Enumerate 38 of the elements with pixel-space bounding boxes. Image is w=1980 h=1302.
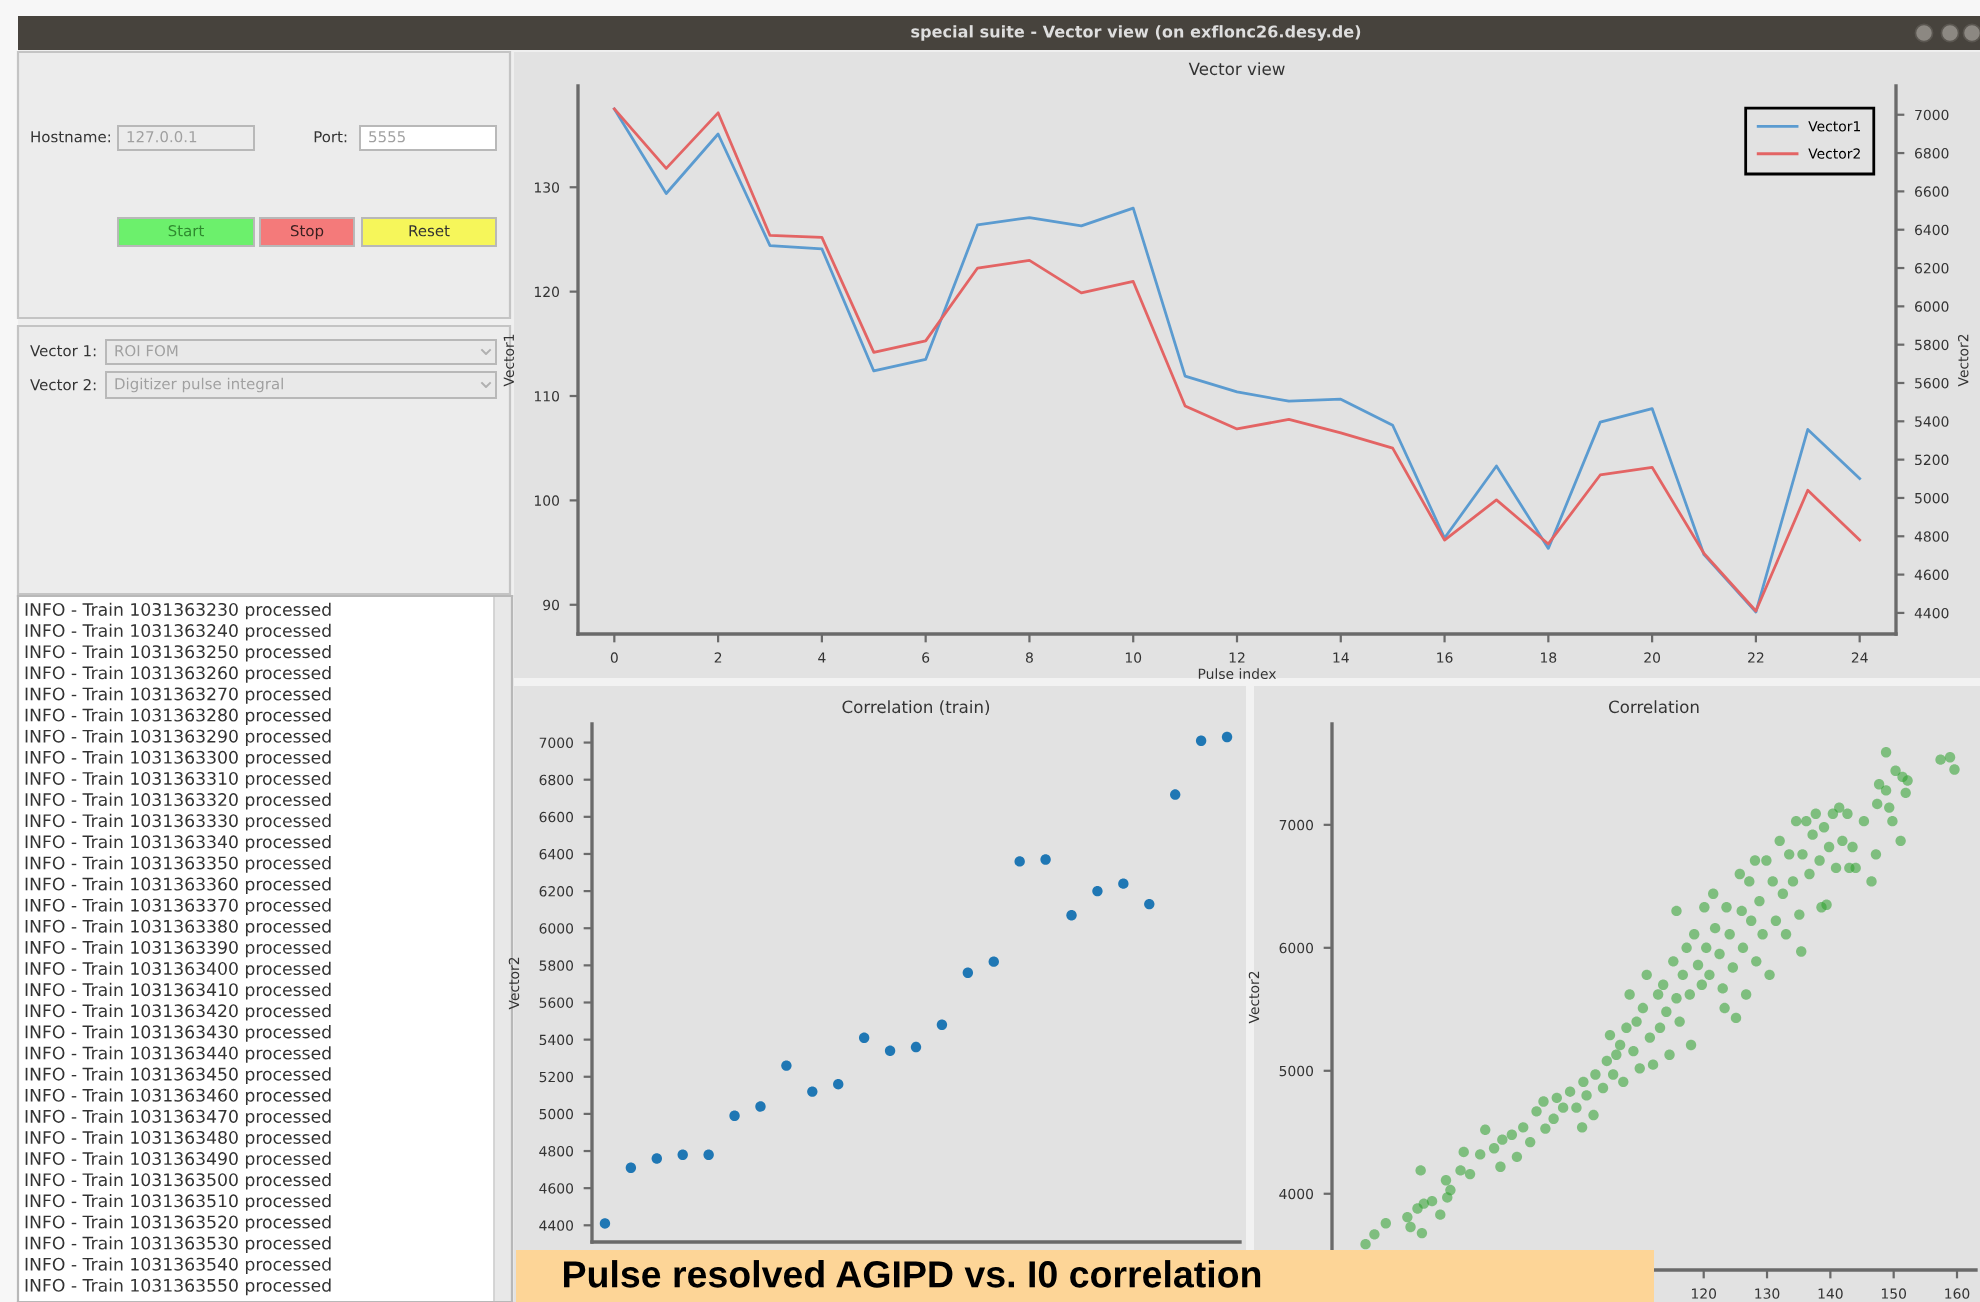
chart-title: Vector view: [1188, 62, 1285, 76]
text: INFO - Train 1031363540 processed: [25, 1257, 331, 1275]
text: INFO - Train 1031363550 processed: [25, 1278, 331, 1296]
text: INFO - Train 1031363470 processed: [25, 1109, 331, 1127]
text: INFO - Train 1031363270 processed: [25, 687, 331, 704]
text: INFO - Train 1031363300 processed: [25, 750, 331, 768]
text: INFO - Train 1031363320 processed: [25, 792, 331, 810]
text: INFO - Train 1031363400 processed: [25, 961, 331, 979]
text: INFO - Train 1031363510 processed: [25, 1194, 331, 1211]
text: INFO - Train 1031363360 processed: [25, 877, 331, 894]
text: INFO - Train 1031363450 processed: [25, 1067, 331, 1084]
text: INFO - Train 1031363330 processed: [25, 813, 331, 831]
text: INFO - Train 1031363380 processed: [25, 919, 331, 937]
text: INFO - Train 1031363350 processed: [25, 856, 331, 873]
text: INFO - Train 1031363440 processed: [25, 1046, 331, 1063]
text: Pulse resolved AGIPD vs. I0 correlation: [564, 1260, 1261, 1288]
text: INFO - Train 1031363500 processed: [25, 1172, 331, 1190]
text: INFO - Train 1031363430 processed: [25, 1025, 331, 1042]
text: INFO - Train 1031363370 processed: [25, 898, 331, 916]
text: INFO - Train 1031363530 processed: [25, 1236, 331, 1253]
text: INFO - Train 1031363480 processed: [25, 1130, 331, 1148]
text: INFO - Train 1031363420 processed: [25, 1003, 331, 1021]
text: INFO - Train 1031363410 processed: [25, 982, 331, 1000]
text: INFO - Train 1031363280 processed: [25, 708, 331, 725]
chart-title: Correlation (train): [842, 700, 990, 716]
text: INFO - Train 1031363490 processed: [25, 1151, 331, 1169]
text: INFO - Train 1031363230 processed: [25, 602, 331, 620]
text: INFO - Train 1031363460 processed: [25, 1088, 331, 1106]
chart-title: Correlation: [1608, 700, 1699, 714]
text: INFO - Train 1031363310 processed: [25, 771, 331, 789]
text: INFO - Train 1031363390 processed: [25, 940, 331, 958]
text: INFO - Train 1031363260 processed: [25, 666, 331, 683]
text: special suite - Vector view (on exflonc26.desy.de): [911, 25, 1361, 41]
text: INFO - Train 1031363250 processed: [25, 644, 331, 662]
text: INFO - Train 1031363340 processed: [25, 834, 331, 852]
text: INFO - Train 1031363240 processed: [25, 623, 331, 641]
text: INFO - Train 1031363520 processed: [25, 1215, 331, 1232]
text: INFO - Train 1031363290 processed: [25, 729, 331, 747]
